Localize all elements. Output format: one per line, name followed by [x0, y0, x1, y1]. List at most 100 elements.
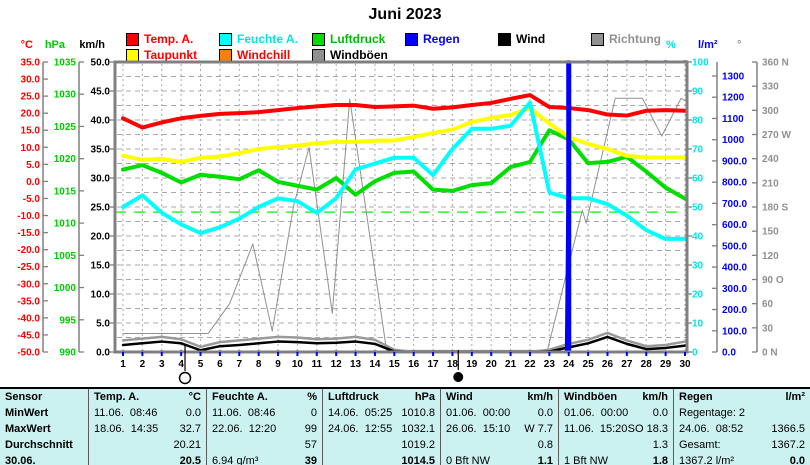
rain-tick-label: 800.0 [722, 178, 747, 189]
day-label: 15 [389, 359, 401, 370]
durchschnitt-cell: 20.21 [89, 437, 206, 453]
table-column-sensor: Sensor MinWert MaxWert Durchschnitt 30.06. [0, 389, 88, 465]
day-label: 26 [602, 359, 614, 370]
direction-tick-label: 330 [762, 82, 779, 93]
day-tick [432, 352, 435, 356]
rain-tick-label: 1200 [722, 93, 745, 104]
day-tick [122, 352, 124, 356]
day-label: 7 [236, 359, 242, 370]
table-column-temp-a: Temp. A. °C 11.06. 08:46 0.0 18.06. 14:35 32.… [88, 389, 206, 465]
row-label: MaxWert [0, 421, 88, 437]
day-label: 8 [256, 359, 262, 370]
minwert-cell-label: 01.06. 00:00 [446, 407, 511, 419]
column-header-value: km/h [527, 391, 553, 403]
new-moon-icon [453, 372, 464, 382]
day-label: 13 [350, 359, 362, 370]
humidity-tick-label: 40 [692, 232, 704, 243]
maxwert-cell-value: SO 18.3 [627, 423, 668, 435]
day-tick [548, 352, 551, 356]
column-header-value: % [307, 391, 317, 403]
day-label: 1 [120, 359, 126, 370]
column-header-value: l/m² [785, 391, 805, 403]
pressure-tick-label: 1005 [54, 251, 77, 262]
day-tick [412, 352, 415, 356]
durchschnitt-cell-value: 1019.2 [401, 439, 435, 451]
pressure-swatch-icon [312, 32, 325, 46]
wind-tick-label: 10.0 [91, 290, 111, 301]
day-tick [315, 352, 318, 356]
minwert-cell-label: Regentage: 2 [679, 407, 746, 419]
day-label: 2 [140, 359, 146, 370]
minwert-cell-value: 0.0 [537, 407, 553, 419]
wind-tick-label: 50.0 [91, 58, 111, 69]
day-label: 4 [178, 359, 184, 370]
day-tick [509, 352, 512, 356]
temp-tick-label: -5.0 [23, 194, 41, 205]
temp-axis: 35.0 30.0 25.0 20.0 15.0 10.0 5.0 0.0 -5.0 -10.0 -… [17, 39, 48, 359]
current-day-cell-value: 1.1 [537, 455, 553, 465]
direction-tick-label: 240 [762, 154, 779, 165]
durchschnitt-cell-value: 1.3 [652, 439, 668, 451]
direction-tick-label: 0 N [762, 348, 778, 359]
minwert-cell: 01.06. 00:00 0.0 [559, 405, 673, 421]
humidity-tick-label: 50 [692, 203, 704, 214]
pressure-unit-label: hPa [45, 39, 66, 51]
day-label: 29 [660, 359, 672, 370]
day-tick [160, 352, 163, 356]
series-pressure-line [121, 128, 687, 201]
temp-tick-label: 25.0 [21, 92, 41, 103]
legend-label: Taupunkt [144, 48, 198, 62]
minwert-cell-value: 1010.8 [401, 407, 435, 419]
maxwert-cell-label: 24.06. 12:55 [328, 423, 393, 435]
minwert-cell: 11.06. 08:46 0 [207, 405, 322, 421]
x-axis: 1 2 3 4 5 6 7 8 9 10 11 12 13 14 15 16 17 18 19 20 21 22 23 24 2… [120, 352, 691, 370]
maxwert-cell-value: 32.7 [179, 423, 201, 435]
rain-tick-label: 200.0 [722, 305, 747, 316]
day-tick [625, 352, 628, 356]
durchschnitt-cell: 0.8 [441, 437, 558, 453]
day-tick [684, 352, 686, 356]
day-label: 19 [466, 359, 478, 370]
current-day-cell-value: 20.5 [179, 455, 201, 465]
day-label: 21 [505, 359, 517, 370]
column-header-label: Temp. A. [94, 391, 140, 403]
humidity-unit-label: % [666, 39, 676, 51]
rain-tick-label: 1100 [722, 114, 744, 125]
legend-label: Feuchte A. [237, 32, 298, 46]
column-header: Regen l/m² [674, 389, 810, 405]
wind-tick-label: 5.0 [96, 319, 110, 330]
day-tick [257, 352, 260, 356]
day-tick [373, 352, 376, 356]
direction-tick-label: 30 [762, 323, 774, 334]
temp-tick-label: 35.0 [21, 58, 41, 69]
maxwert-cell-value: 1032.1 [401, 423, 435, 435]
column-header: Luftdruck hPa [323, 389, 440, 405]
wind-unit-label: km/h [79, 39, 105, 51]
legend-item-taupunkt: Taupunkt [126, 48, 198, 62]
rain-tick-label: 400.0 [722, 263, 747, 274]
minwert-cell-label: 01.06. 00:00 [564, 407, 629, 419]
rain-tick-label: 100.0 [722, 326, 747, 337]
chart-title: Juni 2023 [368, 6, 442, 23]
maxwert-cell: 26.06. 15:10 W 7.7 [441, 421, 558, 437]
pressure-tick-label: 1025 [54, 122, 77, 133]
temp-tick-label: -50.0 [17, 348, 40, 359]
maxwert-cell-value: 99 [304, 423, 317, 435]
series-richtung-line [122, 97, 686, 351]
temp-swatch-icon [126, 32, 139, 46]
day-label: 25 [583, 359, 595, 370]
column-header: Wind km/h [441, 389, 558, 405]
temp-tick-label: 20.0 [21, 109, 41, 120]
column-header-label: Luftdruck [328, 391, 379, 403]
humidity-tick-label: 10 [692, 319, 704, 330]
current-day-cell-value: 1.8 [652, 455, 668, 465]
durchschnitt-cell-value: 57 [304, 439, 317, 451]
pressure-tick-label: 1015 [54, 186, 77, 197]
pressure-tick-label: 1020 [54, 154, 77, 165]
temp-tick-label: -40.0 [17, 313, 40, 324]
wind-tick-label: 20.0 [91, 232, 111, 243]
row-label-label: Durchschnitt [5, 439, 73, 451]
temp-tick-label: -35.0 [17, 296, 40, 307]
durchschnitt-cell: 1019.2 [323, 437, 440, 453]
humidity-tick-label: 0 [692, 348, 698, 359]
